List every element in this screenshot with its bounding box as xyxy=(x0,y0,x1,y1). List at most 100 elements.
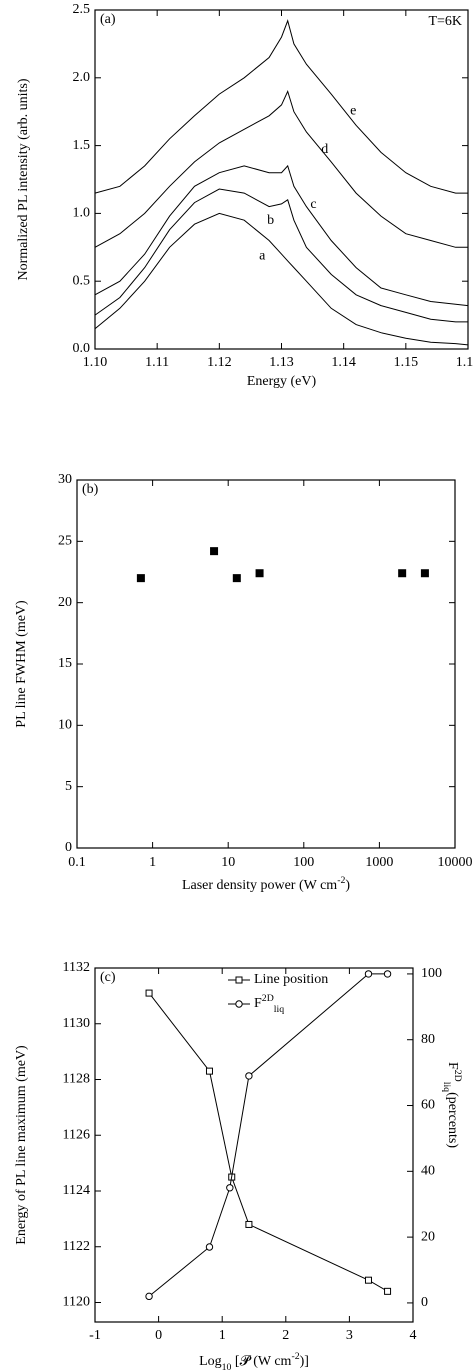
text-part: ) xyxy=(345,878,350,893)
curve-label: c xyxy=(310,197,316,212)
x-tick-label: 1.16 xyxy=(456,355,473,370)
text-part: 2D xyxy=(262,993,274,1004)
curve-label: e xyxy=(350,103,356,118)
x-tick-label: 10 xyxy=(221,855,235,870)
y2-tick-label: 60 xyxy=(421,1098,435,1113)
text-part: Laser density power (W cm xyxy=(182,878,337,893)
text-part: liq xyxy=(274,1004,284,1015)
x-tick-label: 0.1 xyxy=(68,855,86,870)
y2-tick-label: 0 xyxy=(421,1295,428,1310)
y2-tick-label: 100 xyxy=(421,966,442,981)
text-part: F xyxy=(254,996,262,1011)
x-tick-label: -1 xyxy=(89,1328,101,1343)
panel-label: (a) xyxy=(100,12,116,27)
y-tick-label: 0.0 xyxy=(73,341,91,356)
panel-label: (c) xyxy=(100,970,116,985)
spectrum-line xyxy=(94,212,469,346)
plot-frame xyxy=(76,479,456,849)
x-axis-label: Laser density power (W cm-2) xyxy=(182,875,350,893)
y2-axis-label: F2Dliq(percents) xyxy=(441,1062,463,1148)
y2-tick-label: 20 xyxy=(421,1229,435,1244)
spectrum-line xyxy=(94,19,468,194)
y-tick-label: 1.0 xyxy=(73,206,91,221)
text-part: 2D xyxy=(452,1070,463,1082)
x-tick-label: 1 xyxy=(149,855,156,870)
point xyxy=(398,569,407,578)
curve-label: b xyxy=(267,213,274,228)
legend-label: Line position xyxy=(254,972,328,987)
y-tick-label: 5 xyxy=(65,779,72,794)
series-line xyxy=(148,973,388,1297)
x-tick-label: 1.13 xyxy=(269,355,294,370)
point xyxy=(255,569,264,578)
y-tick-label: 30 xyxy=(58,472,72,487)
y-axis-label: PL line FWHM (meV) xyxy=(14,600,29,728)
y-tick-label: 1128 xyxy=(63,1072,90,1087)
x-tick-label: 1.14 xyxy=(331,355,356,370)
point xyxy=(364,1276,372,1284)
text-part: )] xyxy=(300,1354,309,1369)
y-tick-label: 0 xyxy=(65,840,72,855)
point xyxy=(136,574,145,583)
text-part: -2 xyxy=(291,1351,299,1362)
text-part: -2 xyxy=(337,875,345,886)
x-tick-label: 10000 xyxy=(438,855,473,870)
point xyxy=(205,1243,214,1251)
text-part: 10 xyxy=(222,1362,232,1371)
plot-frame xyxy=(94,967,414,1323)
series-line xyxy=(148,992,388,1292)
point xyxy=(384,1287,392,1295)
y-axis-label: Energy of PL line maximum (meV) xyxy=(14,1045,29,1245)
legend-label: F2Dliq xyxy=(254,993,284,1015)
text-part: 𝓟 xyxy=(240,1354,252,1369)
y-tick-label: 2.0 xyxy=(73,70,91,85)
point xyxy=(364,970,373,978)
y-tick-label: 0.5 xyxy=(73,273,91,288)
plot-frame xyxy=(94,9,469,350)
y-tick-label: 1120 xyxy=(63,1295,90,1310)
y-tick-label: 2.5 xyxy=(73,2,91,17)
point xyxy=(205,1067,213,1075)
point xyxy=(245,1220,253,1228)
spectrum-line xyxy=(94,188,468,323)
y-tick-label: 1124 xyxy=(63,1183,90,1198)
y-tick-label: 25 xyxy=(58,534,72,549)
y2-tick-label: 40 xyxy=(421,1164,435,1179)
point xyxy=(420,569,429,578)
y-tick-label: 10 xyxy=(58,718,72,733)
y-tick-label: 1126 xyxy=(63,1127,90,1142)
text-part: liq xyxy=(441,1082,452,1092)
curve-label: d xyxy=(321,142,328,157)
point xyxy=(145,989,153,997)
panel-label: (b) xyxy=(82,482,99,497)
point xyxy=(210,547,219,556)
text-part: (percents) xyxy=(445,1092,460,1148)
y-tick-label: 15 xyxy=(58,656,72,671)
x-tick-label: 1.12 xyxy=(207,355,232,370)
spectrum-line xyxy=(94,89,468,248)
x-axis-label: Log10 [𝓟 (W cm-2)] xyxy=(199,1351,309,1371)
legend-marker xyxy=(235,1000,243,1008)
point xyxy=(383,970,392,978)
point xyxy=(232,574,241,583)
spectrum-line xyxy=(94,164,469,307)
text-part: F xyxy=(445,1062,460,1070)
x-tick-label: 1 xyxy=(219,1328,226,1343)
point xyxy=(245,1072,253,1080)
x-tick-label: 1.15 xyxy=(394,355,419,370)
x-axis-label: Energy (eV) xyxy=(247,374,317,389)
y-tick-label: 1132 xyxy=(63,960,90,975)
legend-marker xyxy=(235,976,243,984)
curve-label: a xyxy=(259,249,266,264)
point xyxy=(145,1292,153,1301)
x-tick-label: 2 xyxy=(282,1328,289,1343)
text-part: Log xyxy=(199,1354,222,1369)
annotation: T=6K xyxy=(428,14,462,29)
y2-tick-label: 80 xyxy=(421,1032,435,1047)
x-tick-label: 1.11 xyxy=(145,355,169,370)
x-tick-label: 4 xyxy=(410,1328,417,1343)
y-axis-label: Normalized PL intensity (arb. units) xyxy=(16,78,31,280)
y-tick-label: 1122 xyxy=(63,1239,90,1254)
x-tick-label: 0 xyxy=(155,1328,162,1343)
